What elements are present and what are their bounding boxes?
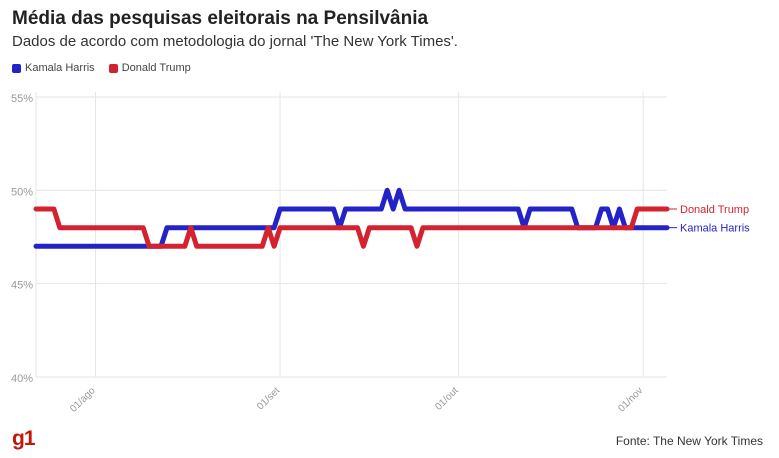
x-tick-label: 01/ago (68, 385, 98, 415)
legend-label-trump: Donald Trump (121, 62, 191, 74)
x-tick-label: 01/out (433, 385, 461, 413)
legend-label-harris: Kamala Harris (25, 62, 95, 74)
chart-title: Média das pesquisas eleitorais na Pensil… (12, 8, 429, 29)
series-line-trump (33, 206, 670, 249)
y-tick-label: 55% (11, 93, 33, 105)
end-label-harris: Kamala Harris (680, 223, 750, 235)
legend-item-trump: Donald Trump (108, 62, 191, 74)
legend-swatch-trump (108, 63, 118, 73)
g1-logo: g1 (12, 427, 35, 450)
x-tick-label: 01/set (255, 385, 282, 412)
legend: Kamala Harris Donald Trump (12, 62, 191, 74)
legend-swatch-harris (12, 63, 21, 73)
end-label-trump: Donald Trump (680, 204, 749, 216)
source-note: Fonte: The New York Times (615, 434, 763, 448)
series-line-harris (33, 187, 670, 249)
legend-item-harris: Kamala Harris (12, 62, 95, 74)
y-tick-label: 45% (11, 280, 33, 292)
y-tick-label: 50% (11, 186, 33, 198)
x-tick-label: 01/nov (616, 385, 645, 414)
y-tick-label: 40% (11, 373, 33, 385)
chart-subtitle: Dados de acordo com metodologia do jorna… (12, 33, 458, 50)
